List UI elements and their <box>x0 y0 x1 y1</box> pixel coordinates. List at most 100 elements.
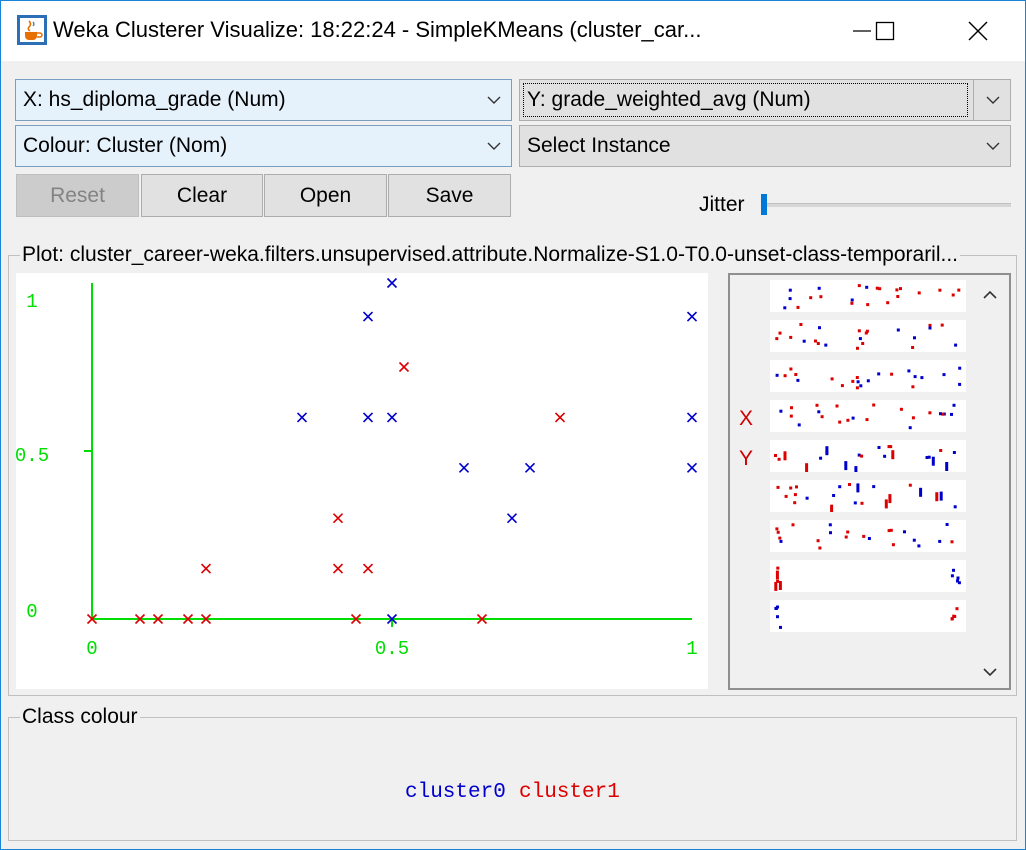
strip-point <box>846 530 850 534</box>
data-point-cluster1[interactable] <box>152 613 164 625</box>
jitter-slider-thumb[interactable] <box>761 194 767 215</box>
focus-indicator <box>523 83 968 117</box>
strip-point <box>957 288 961 292</box>
data-point-cluster1[interactable] <box>554 412 566 423</box>
scroll-up-icon[interactable] <box>980 285 1000 305</box>
strip-point <box>917 544 921 548</box>
scatter-plot[interactable]: 0 0.5 1 0 0.5 1 <box>15 273 708 689</box>
strip-point <box>776 605 779 609</box>
attribute-strip[interactable] <box>770 480 966 514</box>
data-point-cluster1[interactable] <box>476 613 488 625</box>
data-point-cluster0[interactable] <box>686 311 698 322</box>
strip-point <box>887 445 891 449</box>
strip-point <box>775 337 779 341</box>
strip-point <box>832 494 836 497</box>
close-button[interactable] <box>955 1 1001 61</box>
colour-select[interactable]: Colour: Cluster (Nom) <box>15 125 512 167</box>
data-point-cluster0[interactable] <box>506 513 518 524</box>
data-point-cluster1[interactable] <box>182 613 194 625</box>
strip-point <box>788 297 792 301</box>
open-button[interactable]: Open <box>264 174 387 217</box>
data-point-cluster1[interactable] <box>332 563 344 574</box>
attribute-strip[interactable] <box>770 560 966 592</box>
data-point-cluster1[interactable] <box>134 613 146 625</box>
strip-point <box>775 527 779 531</box>
data-point-cluster1[interactable] <box>86 613 98 625</box>
data-point-cluster1[interactable] <box>200 563 212 574</box>
strip-point <box>783 306 787 310</box>
strip-point <box>941 412 945 416</box>
clear-button[interactable]: Clear <box>141 174 263 217</box>
data-point-cluster0[interactable] <box>458 462 470 473</box>
strip-point <box>814 339 817 343</box>
strip-point <box>779 539 783 543</box>
x-axis-select[interactable]: X: hs_diploma_grade (Num) <box>15 79 512 121</box>
strip-point <box>835 404 839 408</box>
strip-point <box>819 456 823 460</box>
strip-point <box>825 446 829 456</box>
strip-point <box>956 579 959 583</box>
y-axis-select[interactable]: Y: grade_weighted_avg (Num) <box>519 79 1011 121</box>
data-point-cluster0[interactable] <box>686 462 698 473</box>
strip-point <box>809 296 813 300</box>
legend-item-cluster1: cluster1 <box>519 781 620 804</box>
strip-point <box>920 376 924 380</box>
data-point-cluster0[interactable] <box>686 412 698 423</box>
data-point-cluster1[interactable] <box>398 361 410 373</box>
reset-button[interactable]: Reset <box>16 174 139 217</box>
attribute-strip[interactable] <box>770 440 966 476</box>
data-point-cluster1[interactable] <box>200 613 212 625</box>
attribute-strip[interactable] <box>770 600 966 632</box>
strip-point <box>911 346 915 349</box>
strip-point <box>865 329 869 333</box>
attribute-strip[interactable] <box>770 320 966 352</box>
data-point-cluster1[interactable] <box>332 513 344 524</box>
strip-point <box>779 409 783 413</box>
attribute-strip[interactable] <box>770 280 966 312</box>
strip-point <box>957 581 961 585</box>
data-point-cluster0[interactable] <box>524 462 536 473</box>
maximize-button[interactable] <box>862 1 908 61</box>
attribute-panel[interactable]: X Y <box>728 273 1011 690</box>
attribute-strip[interactable] <box>770 520 966 552</box>
data-point-cluster0[interactable] <box>362 311 374 322</box>
strip-point <box>805 463 809 473</box>
strip-point <box>952 568 955 572</box>
strip-point <box>805 496 809 500</box>
data-point-cluster0[interactable] <box>386 613 398 625</box>
strip-point <box>793 493 797 497</box>
strip-point <box>775 570 779 580</box>
strip-point <box>838 485 842 489</box>
data-point-cluster0[interactable] <box>386 277 398 289</box>
data-point-cluster1[interactable] <box>350 613 362 625</box>
strip-point <box>883 454 887 458</box>
attribute-strip-plot <box>783 284 961 310</box>
strip-point <box>888 494 892 504</box>
select-instance-select[interactable]: Select Instance <box>519 125 1011 167</box>
class-colour-title: Class colour <box>20 705 140 729</box>
jitter-slider-track[interactable] <box>765 203 1011 207</box>
y-tick-label: 0.5 <box>16 445 49 467</box>
save-button[interactable]: Save <box>388 174 511 217</box>
attribute-strip[interactable] <box>770 400 966 432</box>
strip-point <box>816 539 820 543</box>
minimize-button[interactable] <box>839 1 885 61</box>
scroll-down-icon[interactable] <box>980 662 1000 682</box>
data-point-cluster0[interactable] <box>362 412 374 423</box>
strip-point <box>864 331 868 335</box>
select-instance-label: Select Instance <box>527 134 671 157</box>
data-point-cluster0[interactable] <box>386 412 398 423</box>
attribute-strip[interactable] <box>770 360 966 392</box>
strip-point <box>838 420 842 424</box>
strip-point <box>908 426 912 430</box>
attribute-strip-plot <box>776 483 957 514</box>
attribute-strip-plot <box>774 605 959 629</box>
data-point-cluster0[interactable] <box>296 412 308 423</box>
strip-point <box>856 346 859 350</box>
strip-point <box>789 414 793 418</box>
strip-point <box>819 295 823 299</box>
strip-point <box>889 528 893 532</box>
strip-point <box>877 372 881 376</box>
strip-point <box>938 539 942 543</box>
data-point-cluster1[interactable] <box>362 563 374 574</box>
